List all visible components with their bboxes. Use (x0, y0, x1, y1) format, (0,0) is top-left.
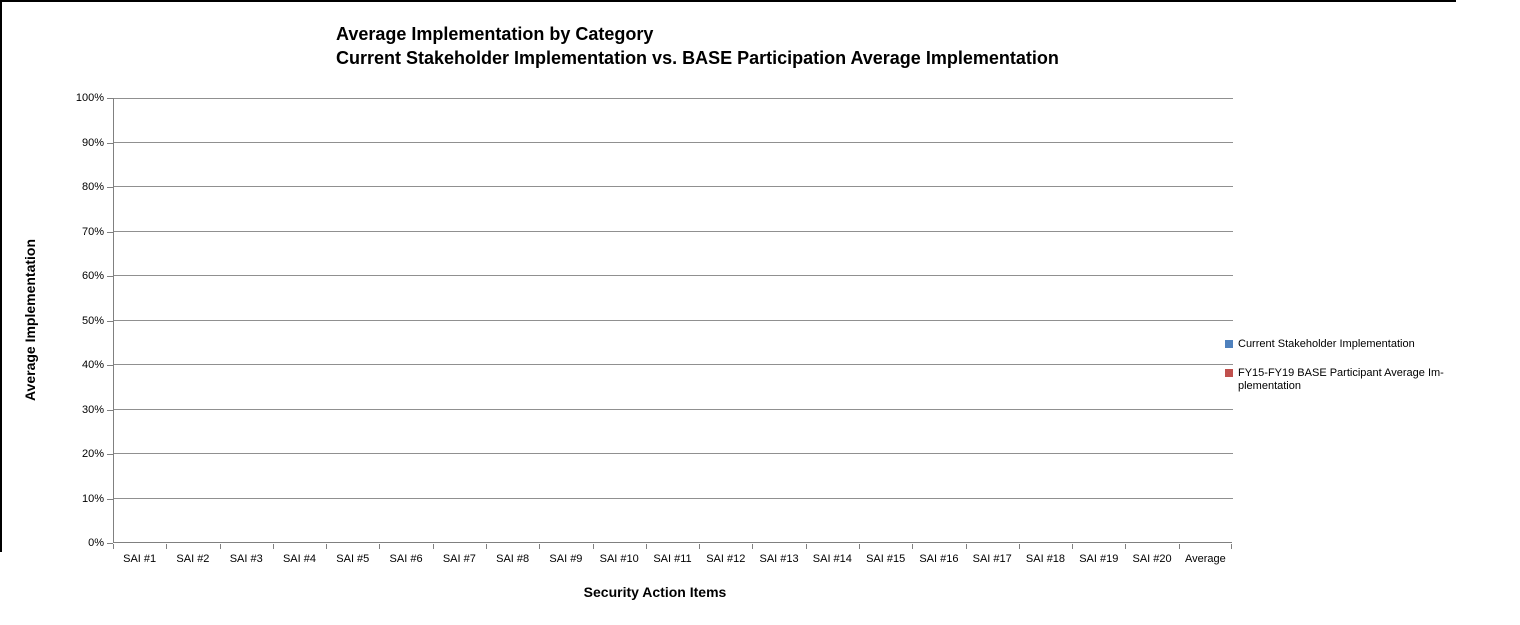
x-tick-mark (806, 544, 807, 549)
x-category-label: SAI #3 (229, 553, 263, 565)
y-gridline (114, 364, 1233, 365)
legend-label-line: FY15-FY19 BASE Participant Average Im- (1238, 367, 1444, 379)
y-tick-label: 70% (81, 225, 104, 238)
y-tick-label: 40% (81, 359, 104, 371)
x-tick-mark (539, 544, 540, 549)
legend-swatch-icon (1225, 340, 1233, 348)
x-category-label: SAI #10 (599, 553, 639, 565)
y-tick-mark (107, 142, 113, 144)
x-tick-mark (486, 544, 487, 549)
x-category-label: SAI #12 (706, 553, 746, 565)
x-tick-mark (220, 544, 221, 549)
y-tick-label: 90% (81, 136, 104, 149)
x-tick-mark (966, 544, 967, 549)
y-gridline (114, 408, 1233, 410)
y-gridline (114, 98, 1233, 99)
x-tick-mark (1125, 544, 1126, 549)
y-tick-label: 60% (81, 270, 104, 282)
chart-subtitle: Current Stakeholder Implementation vs. B… (336, 48, 1059, 68)
x-tick-mark (113, 544, 114, 549)
chart-title-block: Average Implementation by Category Curre… (336, 22, 1059, 70)
x-tick-mark (1019, 544, 1020, 549)
y-tick-label: 20% (81, 448, 104, 460)
x-category-label: SAI #5 (336, 553, 370, 565)
x-category-label: SAI #16 (919, 553, 959, 565)
x-tick-mark (752, 544, 753, 549)
x-category-label: SAI #14 (812, 553, 852, 565)
x-tick-mark (326, 544, 327, 549)
x-category-label: SAI #2 (176, 553, 210, 565)
y-gridline (114, 230, 1233, 232)
legend-entry: FY15-FY19 BASE Participant Average Im-pl… (1225, 367, 1444, 393)
y-tick-label: 80% (81, 181, 104, 193)
y-gridline (114, 186, 1233, 187)
x-category-label: SAI #17 (972, 553, 1012, 565)
y-tick-label: 100% (75, 92, 104, 104)
x-category-label: SAI #15 (866, 553, 906, 565)
x-tick-mark (912, 544, 913, 549)
x-category-label: SAI #11 (653, 553, 692, 565)
x-tick-mark (166, 544, 167, 549)
x-category-label: SAI #20 (1132, 553, 1172, 565)
y-gridline (114, 497, 1233, 499)
x-category-label: SAI #1 (123, 553, 157, 565)
y-tick-mark (107, 187, 113, 188)
y-gridline (114, 141, 1233, 143)
chart-title: Average Implementation by Category (336, 24, 654, 44)
x-category-label: SAI #13 (759, 553, 799, 565)
x-tick-mark (646, 544, 647, 549)
x-category-label: SAI #9 (549, 553, 583, 565)
x-axis-title: Security Action Items (583, 584, 727, 600)
x-category-label: SAI #7 (442, 553, 476, 565)
y-tick-mark (107, 276, 113, 277)
legend-swatch-icon (1225, 369, 1233, 377)
y-tick-mark (107, 543, 113, 544)
x-category-label: SAI #18 (1025, 553, 1066, 565)
x-tick-mark (699, 544, 700, 549)
x-tick-mark (859, 544, 860, 549)
y-gridline (114, 319, 1233, 321)
y-tick-mark (107, 231, 113, 233)
legend-label-line: Current Stakeholder Implementation (1238, 338, 1415, 350)
y-tick-mark (107, 365, 113, 366)
y-tick-mark (107, 454, 113, 455)
y-tick-mark (107, 498, 113, 500)
x-tick-mark (1179, 544, 1180, 549)
y-tick-label: 0% (88, 537, 104, 549)
y-axis-title: Average Implementation (22, 238, 38, 402)
x-tick-mark (273, 544, 274, 549)
y-tick-mark (107, 409, 113, 411)
chart-border-left (0, 0, 2, 552)
chart-border-top (0, 0, 1456, 2)
legend: Current Stakeholder Implementation FY15-F… (1225, 338, 1444, 409)
x-tick-mark (433, 544, 434, 549)
y-gridline (114, 453, 1233, 454)
legend-label: FY15-FY19 BASE Participant Average Im-pl… (1238, 367, 1444, 393)
x-tick-mark (593, 544, 594, 549)
x-category-label: Average (1184, 553, 1226, 565)
legend-label: Current Stakeholder Implementation (1238, 338, 1415, 351)
x-category-label: SAI #19 (1079, 553, 1119, 565)
y-tick-label: 50% (81, 314, 104, 327)
x-tick-mark (379, 544, 380, 549)
legend-label-line: plementation (1238, 380, 1301, 392)
y-gridline (114, 275, 1233, 276)
x-category-label: SAI #8 (496, 553, 530, 565)
y-tick-label: 10% (81, 492, 104, 505)
x-category-label: SAI #6 (389, 553, 423, 565)
y-tick-mark (107, 98, 113, 99)
plot-area (113, 98, 1233, 543)
x-category-label: SAI #4 (282, 553, 316, 565)
y-tick-label: 30% (81, 403, 104, 416)
legend-entry: Current Stakeholder Implementation (1225, 338, 1444, 351)
y-tick-mark (107, 320, 113, 322)
x-tick-mark (1231, 544, 1232, 549)
x-tick-mark (1072, 544, 1073, 549)
